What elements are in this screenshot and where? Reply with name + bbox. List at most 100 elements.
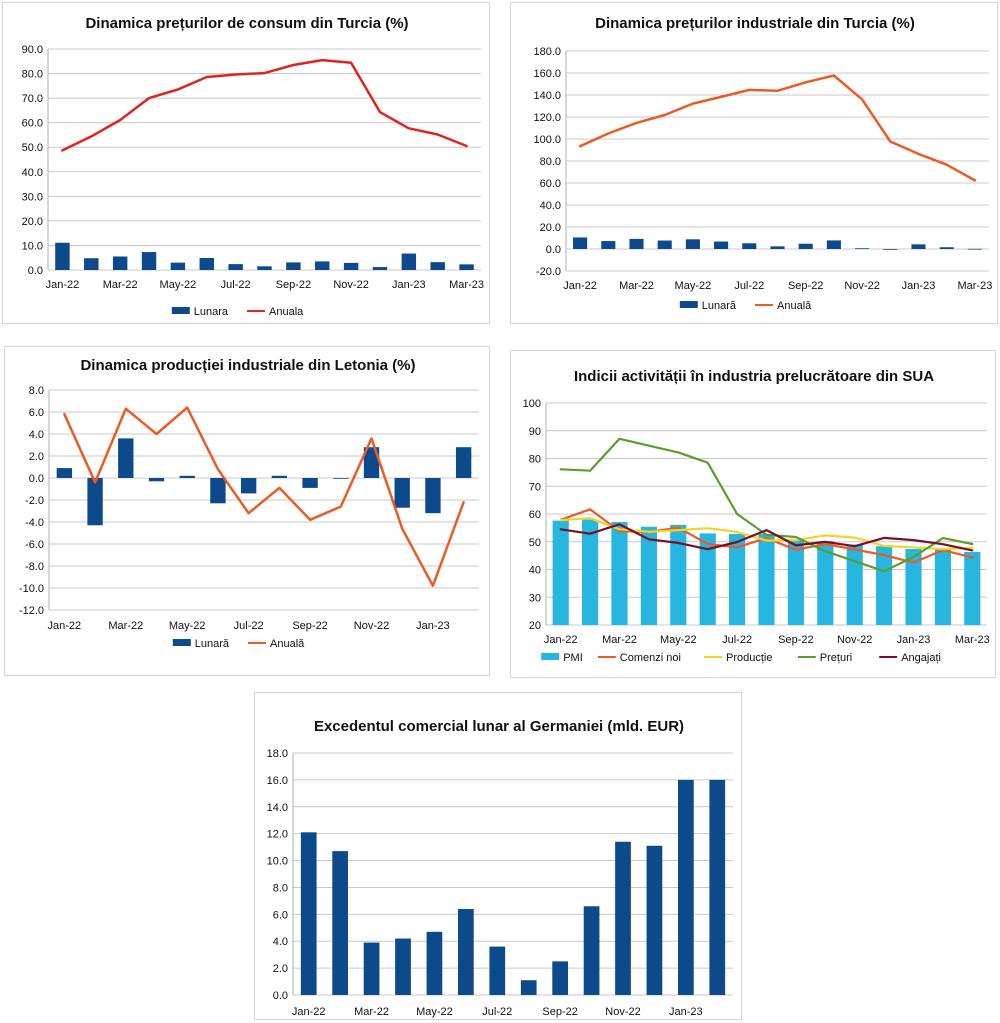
legend-label: Lunara — [194, 306, 229, 318]
y-tick-label: 14.0 — [267, 802, 288, 814]
bar-lunar- — [742, 243, 757, 249]
bar-pmi — [934, 548, 951, 625]
x-tick-label: Jan-23 — [416, 620, 450, 632]
x-tick-label: May-22 — [416, 1006, 453, 1018]
bar-lunar- — [911, 244, 926, 249]
bar-excedent — [300, 832, 317, 995]
bar-lunara — [459, 264, 474, 270]
bar-pmi — [640, 526, 657, 625]
chart-svg-latvia-industrial: Dinamica producției industriale din Leto… — [19, 357, 479, 650]
bar-lunar- — [179, 475, 195, 478]
x-tick-label: Sep-22 — [276, 279, 311, 291]
bar-pmi — [552, 520, 569, 625]
bar-lunara — [84, 258, 99, 270]
y-tick-label: 0.0 — [28, 265, 43, 277]
bar-excedent — [583, 906, 600, 995]
y-tick-label: 30.0 — [22, 191, 43, 203]
x-tick-label: Jan-22 — [563, 280, 597, 292]
y-tick-label: 50.0 — [22, 142, 43, 154]
x-tick-label: Jul-22 — [482, 1006, 512, 1018]
line-anual- — [63, 406, 465, 588]
y-tick-label: 2.0 — [29, 451, 44, 463]
x-tick-label: Mar-22 — [619, 280, 654, 292]
bar-pmi — [876, 546, 893, 625]
x-tick-label: Sep-22 — [788, 280, 823, 292]
x-tick-label: Mar-22 — [354, 1006, 389, 1018]
line-anuala — [61, 58, 468, 152]
x-tick-label: Nov-22 — [837, 634, 872, 646]
x-tick-label: May-22 — [660, 634, 697, 646]
chart-panel-turkey-cpi: Dinamica prețurilor de consum din Turcia… — [2, 2, 490, 324]
bar-excedent — [552, 961, 568, 995]
y-tick-label: 20 — [529, 620, 541, 632]
x-tick-label: Jan-23 — [902, 280, 936, 292]
line-pre-uri — [559, 437, 974, 573]
bar-excedent — [615, 841, 631, 995]
chart-title: Dinamica producției industriale din Leto… — [80, 357, 415, 374]
x-tick-label: Sep-22 — [778, 634, 813, 646]
y-tick-label: 8.0 — [273, 882, 288, 894]
y-tick-label: 6.0 — [273, 909, 288, 921]
bar-lunar- — [855, 248, 870, 250]
x-tick-label: Jan-23 — [669, 1006, 703, 1018]
y-tick-label: 40.0 — [540, 200, 561, 212]
y-tick-label: -20.0 — [536, 266, 561, 278]
x-tick-label: Jan-23 — [897, 634, 931, 646]
x-tick-label: Jan-22 — [48, 620, 82, 632]
bar-lunar- — [967, 248, 982, 250]
bar-excedent — [363, 942, 380, 995]
chart-legend: Lunară Anuală — [679, 300, 812, 312]
legend-label: Prețuri — [820, 652, 852, 664]
bar-lunara — [112, 256, 128, 270]
bar-lunar- — [770, 246, 785, 249]
x-tick-label: Mar-22 — [108, 620, 143, 632]
bar-pmi — [582, 519, 599, 625]
bar-pmi — [670, 524, 687, 625]
y-tick-label: -6.0 — [25, 539, 44, 551]
bar-excedent — [489, 946, 506, 995]
bar-pmi — [787, 539, 804, 625]
bar-lunar- — [629, 238, 644, 249]
legend-label: Anuală — [270, 638, 305, 650]
y-tick-label: 10.0 — [22, 240, 43, 252]
chart-svg-us-manufacturing: Indicii activității în industria prelucr… — [523, 368, 990, 664]
bar-lunar- — [601, 241, 616, 249]
bar-excedent — [458, 908, 474, 995]
y-tick-label: 120.0 — [533, 112, 561, 124]
bar-lunara — [170, 262, 186, 270]
x-tick-label: Nov-22 — [844, 280, 879, 292]
x-tick-label: Mar-23 — [955, 634, 990, 646]
bar-lunara — [286, 262, 301, 270]
x-tick-label: Sep-22 — [292, 620, 327, 632]
bar-pmi — [905, 548, 922, 625]
line-comenzi-noi — [559, 508, 974, 564]
y-tick-label: 40.0 — [22, 167, 43, 179]
bar-pmi — [699, 533, 716, 625]
bar-lunar- — [210, 478, 226, 504]
bar-lunara — [257, 266, 272, 270]
legend-label: Lunară — [702, 300, 737, 312]
bar-lunara — [343, 262, 359, 270]
chart-panel-germany-trade: Excedentul comercial lunar al Germaniei … — [254, 692, 742, 1020]
bar-excedent — [520, 980, 537, 995]
y-tick-label: 16.0 — [267, 775, 288, 787]
y-tick-label: 70.0 — [22, 93, 43, 105]
bar-pmi — [964, 552, 981, 625]
legend-label: Lunară — [195, 638, 230, 650]
x-tick-label: Nov-22 — [605, 1006, 640, 1018]
bar-excedent — [332, 851, 348, 995]
bar-lunar- — [798, 243, 813, 249]
bar-pmi — [817, 541, 834, 625]
bar-lunar- — [714, 241, 729, 249]
bar-lunara — [55, 242, 70, 270]
bar-lunar- — [56, 468, 73, 478]
y-tick-label: 180.0 — [533, 46, 561, 58]
legend-label: Anuala — [269, 306, 304, 318]
y-tick-label: 0.0 — [273, 990, 288, 1002]
bar-lunara — [141, 252, 157, 270]
y-tick-label: 0.0 — [546, 244, 561, 256]
legend-label: Angajați — [901, 652, 941, 664]
chart-panel-latvia-industrial: Dinamica producției industriale din Leto… — [4, 346, 490, 676]
x-tick-label: Jan-23 — [392, 279, 426, 291]
bar-excedent — [646, 845, 663, 995]
